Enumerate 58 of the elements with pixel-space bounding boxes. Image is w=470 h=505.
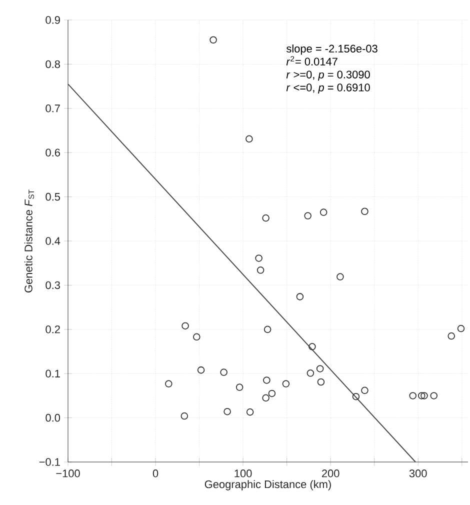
annotation: r <=0, p = 0.6910	[286, 84, 370, 94]
point	[246, 408, 254, 416]
point	[282, 380, 290, 388]
y-tick-label: 0.4	[46, 237, 60, 245]
annotation: r >=0, p = 0.3090	[286, 70, 370, 81]
point	[316, 365, 324, 372]
point	[430, 392, 438, 400]
point	[262, 394, 270, 402]
point	[317, 378, 325, 386]
point	[420, 392, 428, 400]
annotation: r$^{2}$= 0.0147	[286, 56, 338, 66]
point	[193, 333, 200, 341]
point	[180, 412, 188, 420]
point	[165, 380, 172, 388]
point	[197, 366, 205, 374]
point	[296, 293, 304, 300]
point	[264, 326, 272, 334]
point	[236, 384, 244, 391]
point	[448, 332, 456, 340]
point	[418, 392, 426, 400]
point	[224, 408, 231, 416]
point	[457, 324, 465, 332]
y-tick-label: 0.9	[46, 16, 60, 24]
point	[361, 386, 368, 394]
point	[255, 254, 262, 262]
y-tick-label: 0.3	[46, 281, 60, 290]
point	[182, 322, 189, 330]
y-tick-label: 0.6	[46, 148, 60, 156]
x-tick-label: 0	[152, 470, 158, 478]
point	[268, 390, 276, 398]
y-tick-label: 0.1	[46, 370, 60, 378]
point	[246, 135, 253, 143]
point	[336, 273, 344, 280]
point	[256, 266, 264, 274]
x-tick-label: −100	[56, 470, 80, 478]
point	[308, 342, 316, 350]
y-axis-title: Genetic Distance F$_{ST}$	[24, 190, 34, 292]
y-tick-label: 0.5	[46, 192, 60, 201]
point	[220, 368, 228, 376]
point	[352, 392, 360, 400]
annotation: slope = -2.156e-03	[286, 44, 378, 55]
point	[304, 212, 312, 220]
x-tick-label: 200	[322, 470, 340, 478]
y-tick-label: −0.1	[39, 458, 60, 466]
x-axis-title: Geographic Distance (km)	[204, 480, 331, 490]
x-tick-label: 300	[409, 470, 427, 478]
y-tick-label: 0.7	[46, 104, 60, 112]
point	[409, 392, 416, 400]
point	[263, 376, 270, 384]
point	[262, 214, 270, 222]
point	[361, 208, 368, 216]
point	[210, 36, 217, 44]
y-tick-label: 0.2	[46, 326, 60, 334]
point	[306, 370, 314, 377]
y-tick-label: 0.8	[46, 60, 60, 68]
x-tick-label: 100	[234, 470, 252, 478]
point	[320, 208, 328, 216]
y-tick-label: 0.0	[46, 414, 60, 422]
